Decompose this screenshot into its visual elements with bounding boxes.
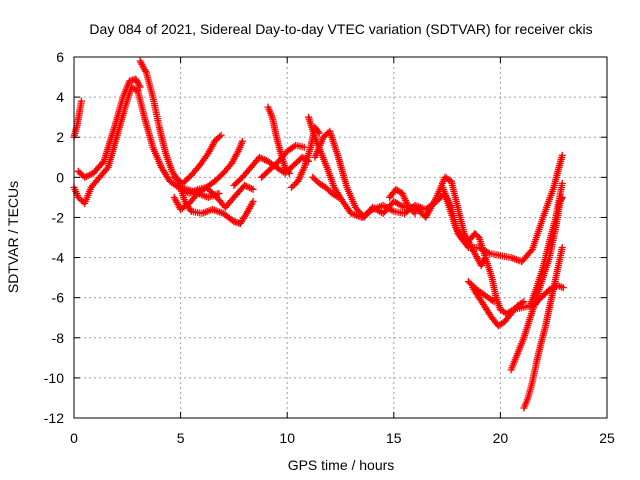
satellite-track-19: [507, 193, 566, 374]
plus-markers: [170, 131, 225, 187]
satellite-track-7: [177, 181, 257, 211]
y-axis-label: SDTVAR / TECUs: [5, 181, 21, 293]
plus-markers: [507, 193, 566, 374]
plus-markers: [70, 97, 85, 141]
y-axis-ticks: -12 -10 -8 -6 -4 -2 0 2 4 6: [44, 49, 607, 426]
plus-markers: [74, 75, 144, 181]
y-tick-label: -4: [52, 250, 65, 266]
satellite-track-10: [264, 103, 293, 177]
plus-markers: [520, 244, 566, 412]
plus-markers: [264, 103, 293, 177]
satellite-track-3: [74, 75, 144, 181]
plot-frame: [73, 56, 608, 419]
y-tick-label: -6: [52, 290, 65, 306]
y-tick-label: -10: [44, 370, 64, 386]
plus-markers: [177, 181, 257, 211]
data-points: [70, 57, 567, 412]
plus-markers: [386, 185, 419, 217]
x-axis-ticks: 0 5 10 15 20 25: [70, 57, 615, 446]
satellite-track-18: [464, 278, 498, 306]
x-tick-label: 15: [386, 430, 402, 446]
y-tick-label: -8: [52, 330, 65, 346]
satellite-track-16: [439, 179, 566, 318]
plus-markers: [439, 179, 566, 318]
y-tick-label: 0: [56, 169, 64, 185]
x-tick-label: 20: [493, 430, 509, 446]
satellite-track-6: [170, 131, 225, 187]
satellite-track-21: [528, 282, 567, 312]
satellite-track-13: [309, 173, 342, 201]
x-axis-label: GPS time / hours: [288, 457, 395, 473]
x-tick-label: 25: [599, 430, 615, 446]
y-tick-label: 6: [56, 49, 64, 65]
plus-markers: [464, 278, 498, 306]
x-tick-label: 5: [177, 430, 185, 446]
satellite-track-12: [305, 113, 566, 266]
x-tick-label: 10: [279, 430, 295, 446]
satellite-track-2: [70, 97, 85, 141]
grid-lines: [74, 57, 607, 418]
y-tick-label: -12: [44, 410, 64, 426]
plus-markers: [528, 282, 567, 312]
y-tick-label: 4: [56, 89, 64, 105]
satellite-track-15: [386, 185, 419, 217]
chart-title: Day 084 of 2021, Sidereal Day-to-day VTE…: [89, 21, 592, 37]
satellite-track-4: [136, 57, 257, 227]
satellite-track-20: [520, 244, 566, 412]
plus-markers: [305, 113, 566, 266]
y-tick-label: 2: [56, 129, 64, 145]
x-tick-label: 0: [70, 430, 78, 446]
y-tick-label: -2: [52, 209, 65, 225]
plus-markers: [309, 173, 342, 201]
plus-markers: [136, 57, 257, 227]
